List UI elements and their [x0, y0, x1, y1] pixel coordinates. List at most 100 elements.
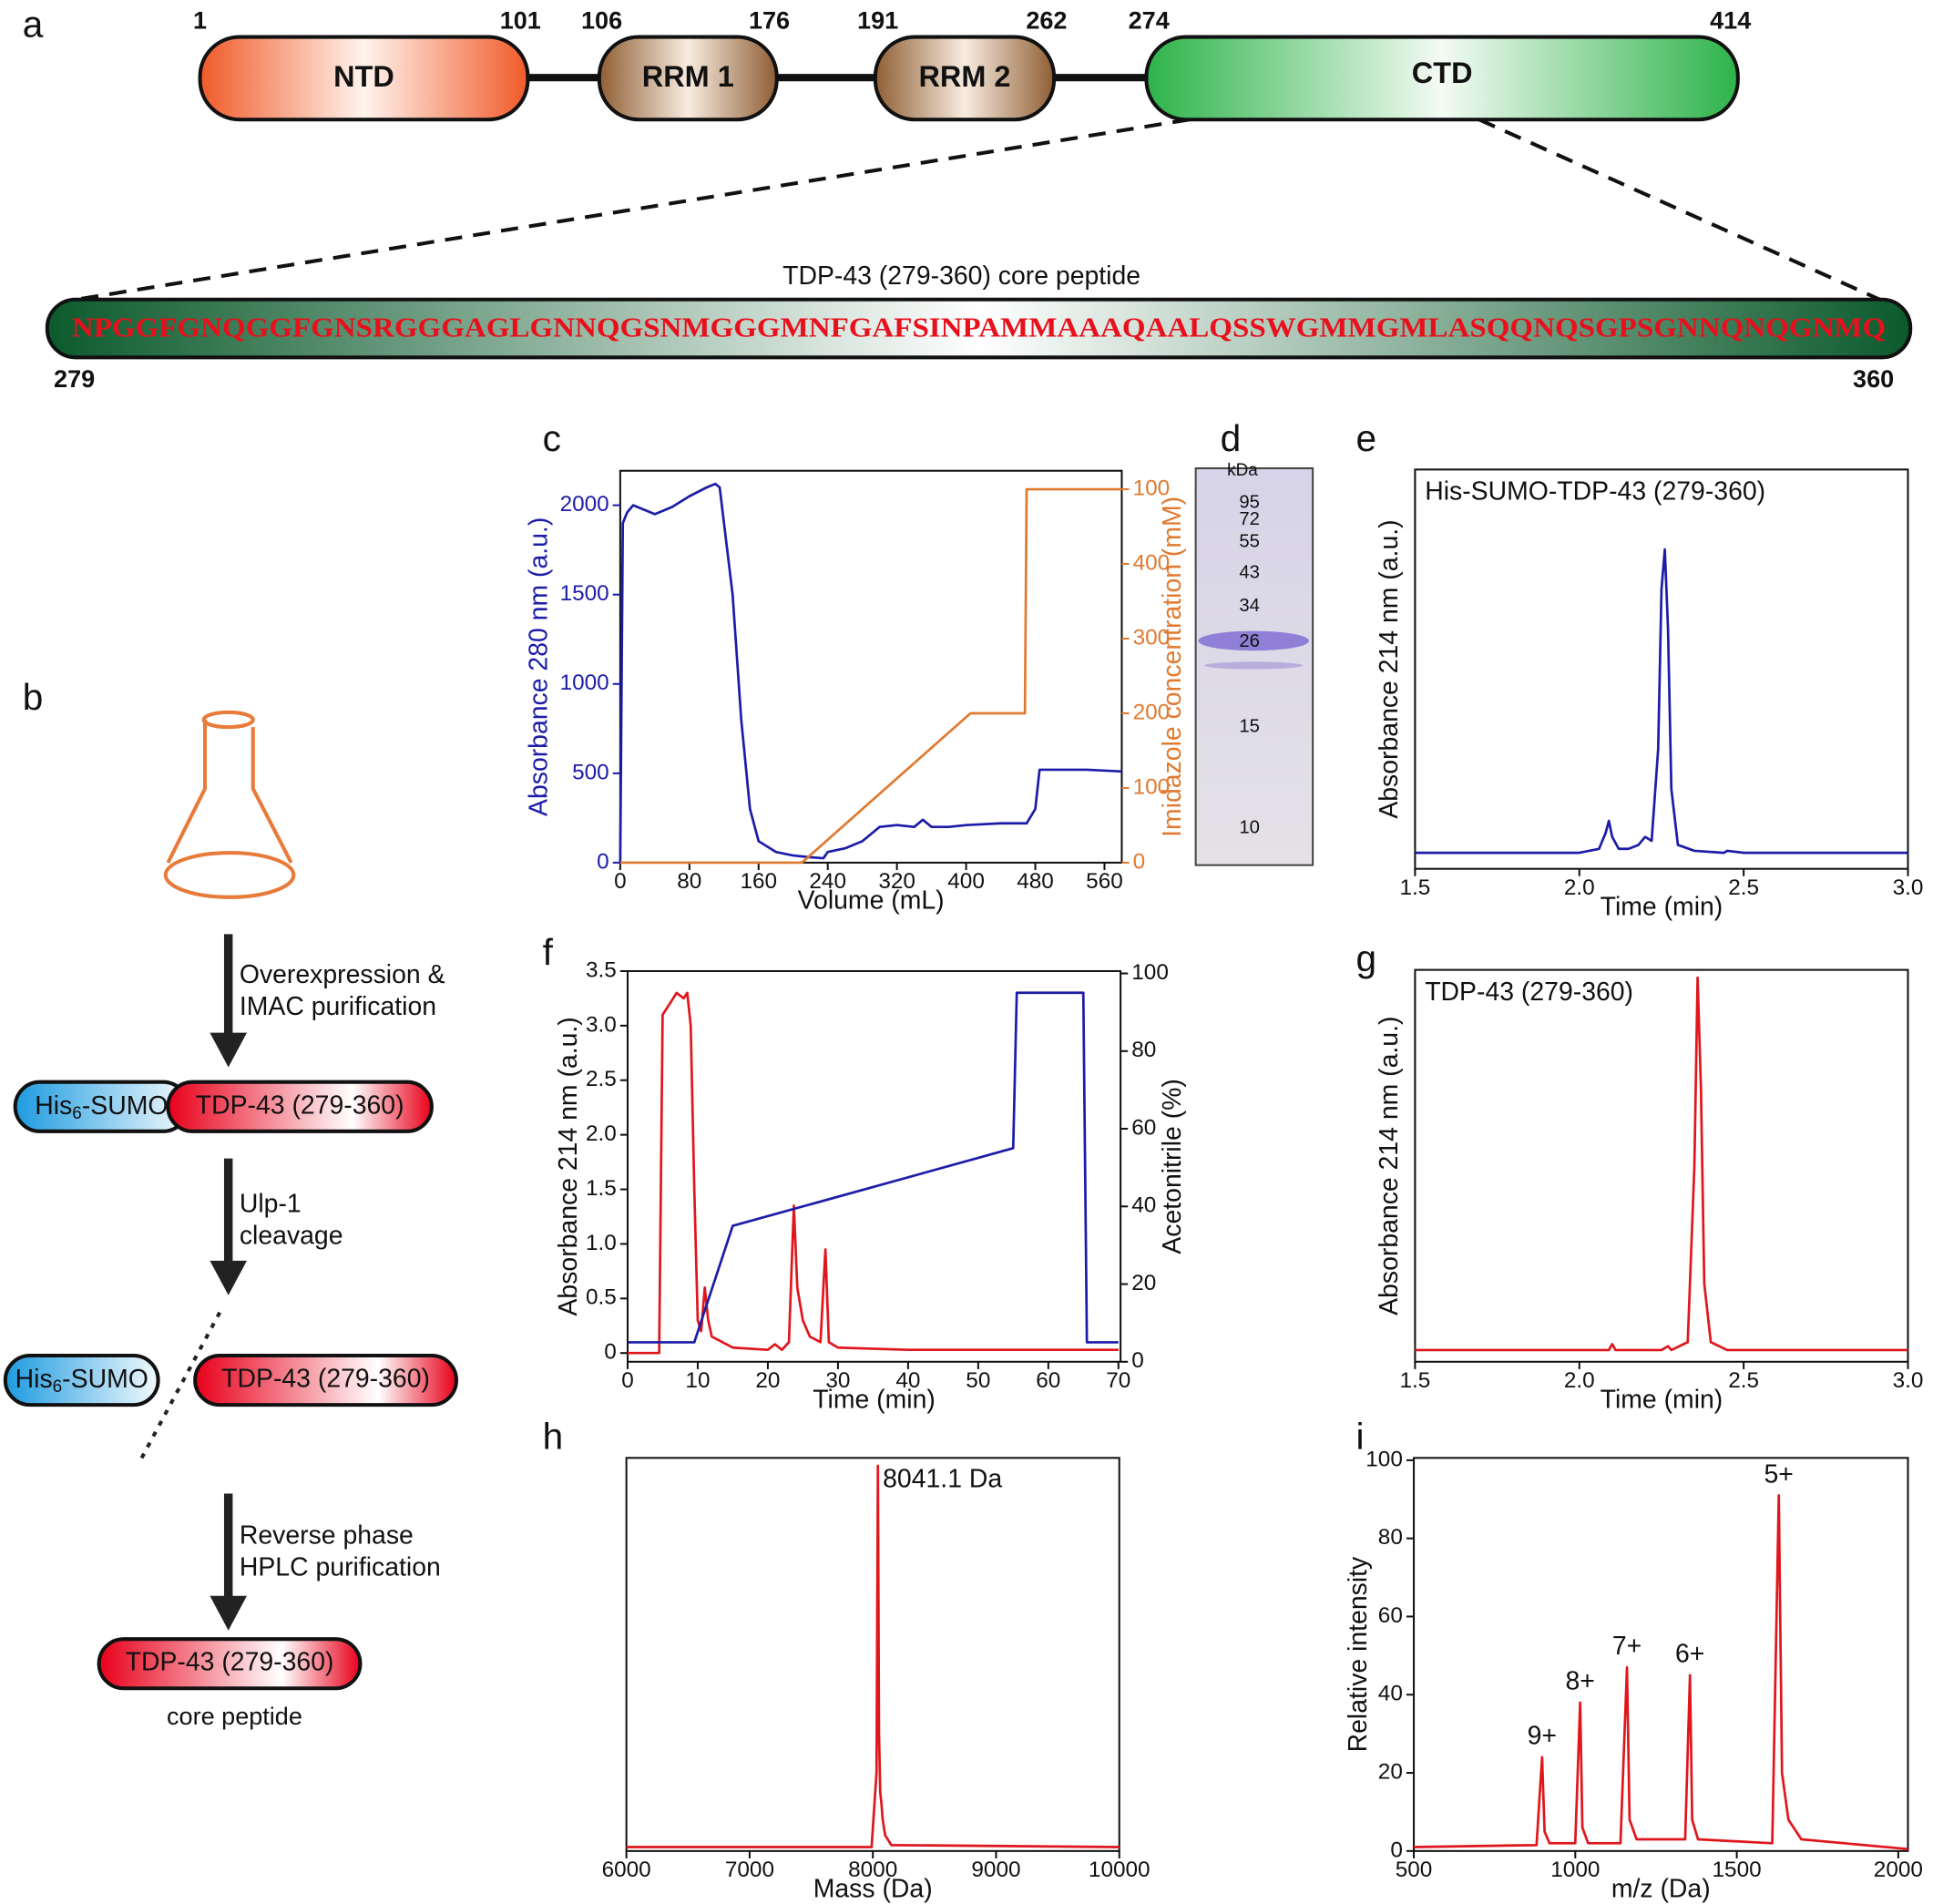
peptide-box [166, 1080, 434, 1133]
gel-band [1204, 661, 1304, 670]
y2-tick-label: 100 [1131, 960, 1169, 985]
y-tick-label: 1.5 [586, 1176, 617, 1201]
x-tick-label: 320 [878, 869, 915, 894]
y2-tick-label: 20 [1131, 1271, 1156, 1295]
trace [627, 991, 1119, 1344]
panel-letter: d [1221, 417, 1242, 459]
residue-number: 1 [193, 6, 207, 34]
x-axis-label: Time (min) [1601, 1386, 1723, 1415]
plot-frame [1413, 1457, 1909, 1852]
x-tick-label: 7000 [725, 1858, 774, 1882]
y2-axis-label: Acetonitrile (%) [1158, 1079, 1187, 1254]
domain-name: RRM 1 [642, 60, 734, 93]
x-axis-label: Volume (mL) [798, 886, 945, 916]
x-tick-label: 0 [621, 1368, 634, 1393]
residue-number: 176 [749, 6, 790, 34]
gel-marker: 55 [1239, 532, 1260, 552]
x-tick-label: 10 [685, 1368, 710, 1393]
plot-frame [1414, 468, 1909, 870]
x-tick-label: 2.0 [1564, 875, 1595, 900]
gel-marker: 26 [1239, 631, 1260, 651]
y-tick-label: 1000 [560, 670, 609, 695]
x-tick-label: 70 [1106, 1368, 1130, 1393]
y-tick-label: 20 [1378, 1759, 1403, 1784]
x-tick-label: 3.0 [1893, 1368, 1924, 1393]
x-tick-label: 1500 [1713, 1858, 1762, 1882]
x-tick-label: 160 [740, 869, 777, 894]
x-axis-label: m/z (Da) [1611, 1875, 1711, 1904]
x-tick-label: 40 [895, 1368, 920, 1393]
annotation: 8041.1 Da [883, 1465, 1002, 1494]
domain [597, 35, 779, 122]
x-tick-label: 2.5 [1728, 875, 1759, 900]
step-label: IMAC purification [240, 992, 436, 1021]
x-tick-label: 3.0 [1893, 875, 1924, 900]
panel-letter: a [23, 3, 44, 45]
residue-number: 101 [500, 6, 541, 34]
residue-number: 414 [1710, 6, 1751, 34]
tag-part: His [15, 1365, 53, 1394]
gel-marker: 34 [1239, 596, 1260, 616]
x-tick-label: 400 [947, 869, 985, 894]
plot-title: His-SUMO-TDP-43 (279-360) [1425, 477, 1765, 507]
y-tick-label: 0 [597, 849, 609, 874]
peptide-box [193, 1353, 458, 1408]
tag-label: His6-SUMO [15, 1365, 148, 1397]
annotation: 5+ [1764, 1459, 1793, 1489]
panel-d [1194, 467, 1314, 866]
y-axis-label: Relative intensity [1344, 1556, 1373, 1752]
y-tick-label: 0.5 [586, 1285, 617, 1310]
gel-marker: 43 [1239, 562, 1260, 582]
y-tick-label: 80 [1378, 1525, 1403, 1550]
peptide-label: TDP-43 (279-360) [221, 1365, 430, 1394]
step-label: HPLC purification [240, 1553, 441, 1582]
gel-unit: kDa [1227, 461, 1258, 480]
step-label: cleavage [240, 1222, 343, 1251]
step-label: Ulp-1 [240, 1189, 302, 1218]
y-tick-label: 1500 [560, 581, 609, 606]
gel-marker: 10 [1239, 817, 1260, 837]
y-axis-label: Absorbance 280 nm (a.u.) [524, 517, 553, 816]
x-tick-label: 8000 [848, 1858, 897, 1882]
y2-tick-label: 60 [1131, 1115, 1156, 1140]
domain-name: RRM 2 [918, 60, 1010, 93]
y-tick-label: 2.0 [586, 1121, 617, 1146]
gel-marker: 95 [1239, 492, 1260, 512]
x-tick-label: 480 [1017, 869, 1054, 894]
arrowheads [210, 1032, 247, 1631]
step-label: Reverse phase [240, 1520, 414, 1550]
x-axis-label: Time (min) [813, 1386, 936, 1415]
caption: core peptide [167, 1703, 302, 1730]
tag-subscript: 6 [72, 1104, 82, 1123]
peptide-label: TDP-43 (279-360) [196, 1090, 404, 1120]
y2-tick-label: 80 [1131, 1038, 1156, 1062]
trace [619, 482, 1122, 863]
y2-tick-label: 400 [1133, 550, 1171, 575]
panel-letter: i [1355, 1416, 1364, 1458]
residue-number: 360 [1853, 365, 1894, 393]
domain [198, 35, 530, 122]
x-tick-label: 500 [1396, 1858, 1433, 1882]
y-tick-label: 3.5 [586, 957, 617, 982]
x-tick-label: 6000 [602, 1858, 651, 1882]
zoom-line [1478, 118, 1881, 302]
x-tick-label: 2.0 [1564, 1368, 1595, 1393]
x-tick-label: 560 [1086, 869, 1123, 894]
panel-letter: c [543, 417, 561, 459]
gel-marker: 72 [1239, 509, 1260, 529]
y-tick-label: 2000 [560, 492, 609, 517]
flask [163, 851, 296, 899]
y-tick-label: 40 [1378, 1682, 1403, 1706]
domain-name: NTD [333, 60, 394, 93]
x-axis-label: Mass (Da) [813, 1875, 933, 1904]
x-axis-label: Time (min) [1601, 892, 1723, 921]
panel-letter: f [543, 931, 554, 973]
y2-tick-label: 0 [1133, 849, 1146, 874]
y-tick-label: 500 [572, 760, 609, 784]
y-axis-label: Absorbance 214 nm (a.u.) [554, 1017, 583, 1315]
y-tick-label: 0 [604, 1340, 617, 1365]
panel-letter: e [1355, 417, 1376, 459]
tag-label: His6-SUMO [35, 1090, 168, 1123]
residue-number: 262 [1026, 6, 1067, 34]
